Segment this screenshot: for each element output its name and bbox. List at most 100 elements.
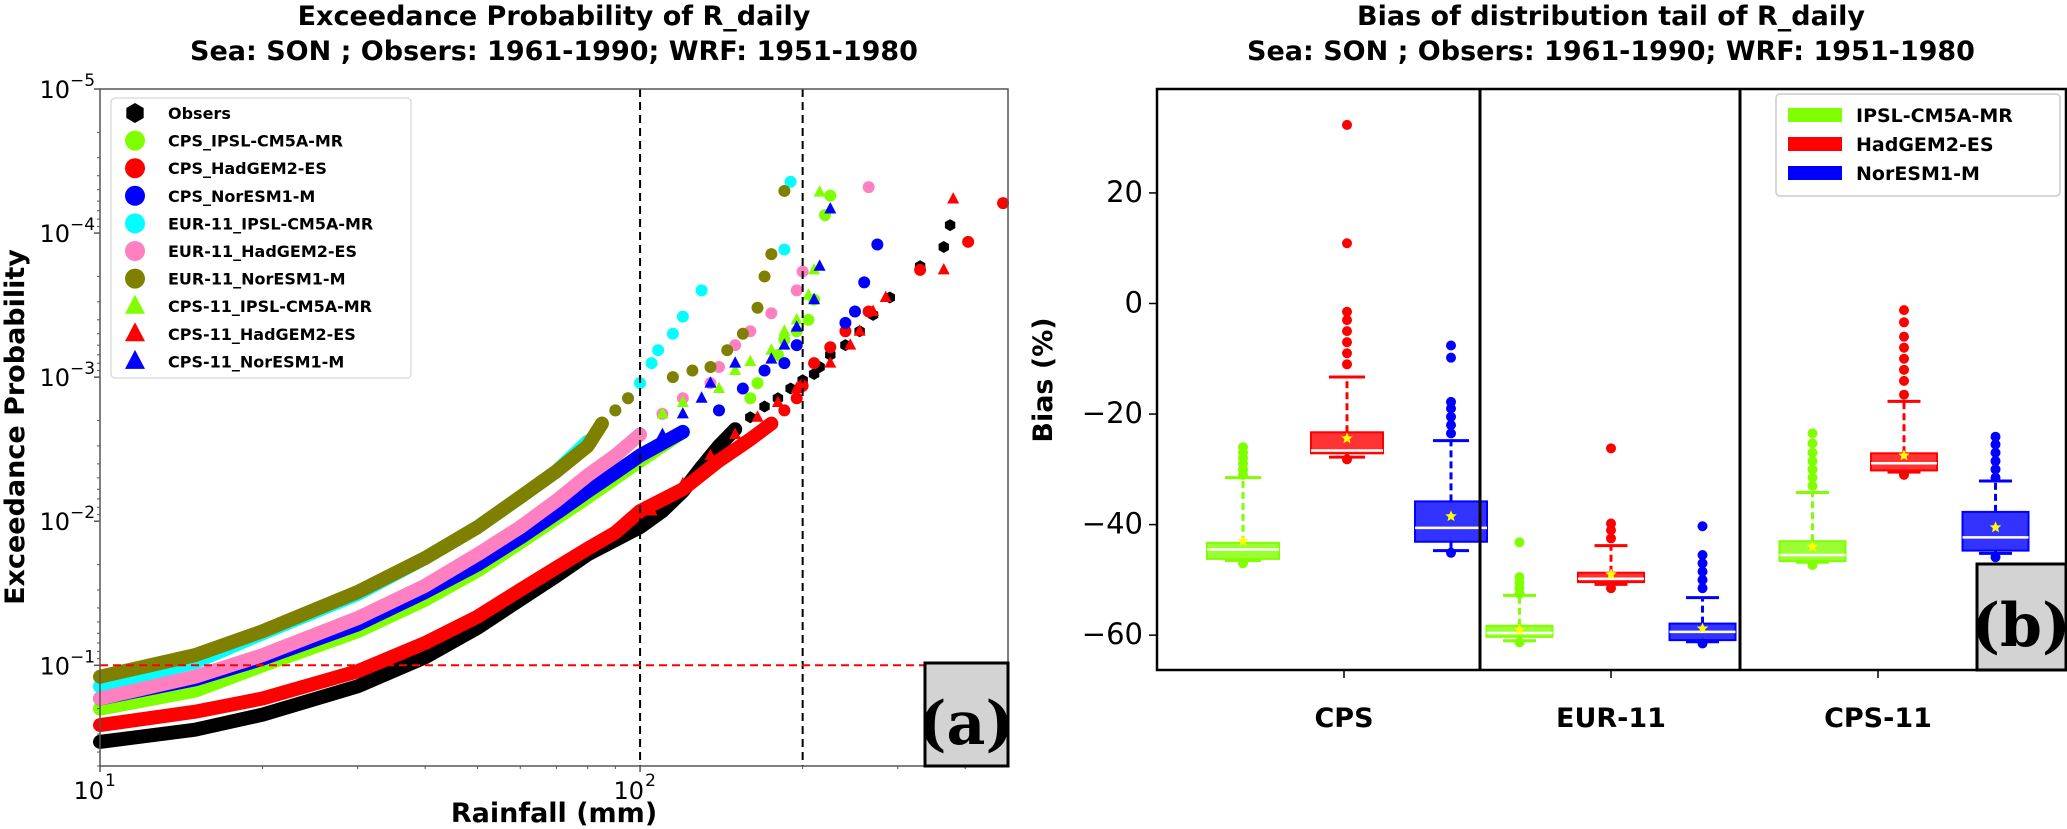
data-point xyxy=(962,235,975,248)
data-point xyxy=(676,425,689,438)
data-point xyxy=(802,313,815,326)
box-eur-11 xyxy=(1485,537,1554,648)
outlier-point xyxy=(1446,428,1456,439)
data-point xyxy=(656,407,669,419)
data-point xyxy=(581,469,594,482)
outlier-point xyxy=(1807,559,1818,570)
y-tick-label-base: 10 xyxy=(39,652,70,680)
outlier-point xyxy=(1514,537,1525,548)
outlier-point xyxy=(1342,326,1352,337)
outlier-point xyxy=(1899,331,1909,342)
data-point xyxy=(695,391,708,403)
panel-b-legend: IPSL-CM5A-MR HadGEM2-ES NorESM1-M xyxy=(1775,93,2061,197)
legend-label: NorESM1-M xyxy=(1856,163,1980,185)
legend-label: Obsers xyxy=(168,104,231,123)
data-point xyxy=(189,705,202,718)
outlier-point xyxy=(1446,403,1456,414)
data-point xyxy=(751,301,764,314)
data-point xyxy=(256,649,269,662)
category-label-cps: CPS xyxy=(1314,703,1373,734)
data-point xyxy=(729,363,742,376)
box-cps xyxy=(1414,340,1488,558)
outlier-point xyxy=(1807,464,1818,475)
legend-label: EUR-11_HadGEM2-ES xyxy=(168,242,357,261)
x-tick-label-exp: 2 xyxy=(645,771,656,791)
outlier-point xyxy=(1990,431,2001,442)
data-point xyxy=(914,263,927,276)
box-cps xyxy=(1206,442,1280,569)
data-point xyxy=(514,583,527,596)
panel-b-label-box: (b) xyxy=(1972,562,2067,672)
panel-a-ylabel: Exceedance Probability xyxy=(0,249,31,605)
data-point xyxy=(712,454,725,467)
box-cps-11 xyxy=(1778,428,1847,570)
legend-label: CPS-11_IPSL-CM5A-MR xyxy=(168,297,372,316)
data-point xyxy=(676,310,689,323)
legend-marker-icon xyxy=(125,158,145,179)
legend-item: IPSL-CM5A-MR xyxy=(1788,105,2013,127)
outlier-point xyxy=(1606,533,1616,544)
panel-b-title: Bias of distribution tail of R_daily xyxy=(1357,1,1865,32)
outlier-point xyxy=(1899,317,1909,328)
series-band xyxy=(93,434,595,694)
mean-star-icon xyxy=(1237,535,1249,547)
outlier-point xyxy=(1899,375,1909,386)
y-tick-label-exp: −3 xyxy=(70,359,95,379)
outlier-point xyxy=(1990,464,2001,475)
box-iqr xyxy=(1206,541,1280,560)
outlier-point xyxy=(1446,340,1456,351)
data-point xyxy=(712,381,725,394)
y-tick-label-base: 10 xyxy=(39,220,70,248)
outlier-point xyxy=(1342,359,1352,370)
data-point xyxy=(622,392,635,405)
data-point xyxy=(581,439,594,452)
data-point xyxy=(256,692,269,705)
data-point xyxy=(471,521,484,534)
data-point xyxy=(813,185,826,197)
data-point xyxy=(471,610,484,623)
data-point xyxy=(778,404,791,417)
data-point xyxy=(609,526,622,539)
outlier-point xyxy=(1697,550,1708,561)
data-point xyxy=(712,360,725,373)
data-point xyxy=(790,392,803,405)
y-tick-label-base: 10 xyxy=(39,364,70,392)
data-point xyxy=(666,327,679,340)
legend-label: CPS-11_NorESM1-M xyxy=(168,352,344,371)
data-point xyxy=(257,708,268,721)
data-point xyxy=(256,625,269,638)
y-tick-label-exp: −1 xyxy=(70,647,95,667)
data-point xyxy=(790,284,803,297)
legend-item: NorESM1-M xyxy=(1788,163,1980,185)
outlier-point xyxy=(1899,305,1909,316)
outlier-point xyxy=(1697,566,1708,577)
legend-label: CPS_NorESM1-M xyxy=(168,187,315,206)
data-point xyxy=(704,376,717,388)
mean-star-icon xyxy=(1806,540,1819,552)
legend-marker-icon xyxy=(125,294,145,314)
outlier-point xyxy=(1606,583,1616,594)
data-point xyxy=(652,344,665,357)
panel-a-ticks: 10 −510 −410 −310 −210 −110 1 10 2 xyxy=(39,71,966,805)
legend-marker-icon xyxy=(125,322,145,342)
legend-label: CPS_IPSL-CM5A-MR xyxy=(168,132,343,151)
panel-a-subtitle: Sea: SON ; Obsers: 1961-1990; WRF: 1951-… xyxy=(190,36,918,67)
box-cps-11 xyxy=(1870,305,1938,480)
data-point xyxy=(634,521,646,534)
x-tick-label-exp: 1 xyxy=(105,771,116,791)
data-point xyxy=(790,312,803,325)
legend-marker-icon xyxy=(125,241,145,261)
y-tick-label-exp: −4 xyxy=(70,215,95,235)
legend-label: HadGEM2-ES xyxy=(1856,134,1994,156)
x-tick-label-base: 10 xyxy=(73,777,104,805)
data-point xyxy=(858,276,871,289)
data-point xyxy=(686,364,699,377)
panel-a-title: Exceedance Probability of R_daily xyxy=(298,1,811,32)
data-point xyxy=(784,175,797,188)
category-label-cps-11: CPS-11 xyxy=(1824,703,1932,734)
panel-b-ticks: 20 0 −20 −40 −60 CPS EUR-11 CPS-11 xyxy=(1082,175,1932,734)
box-eur-11 xyxy=(1577,443,1645,594)
x-tick-label-base: 10 xyxy=(614,777,645,805)
data-point xyxy=(419,579,432,592)
